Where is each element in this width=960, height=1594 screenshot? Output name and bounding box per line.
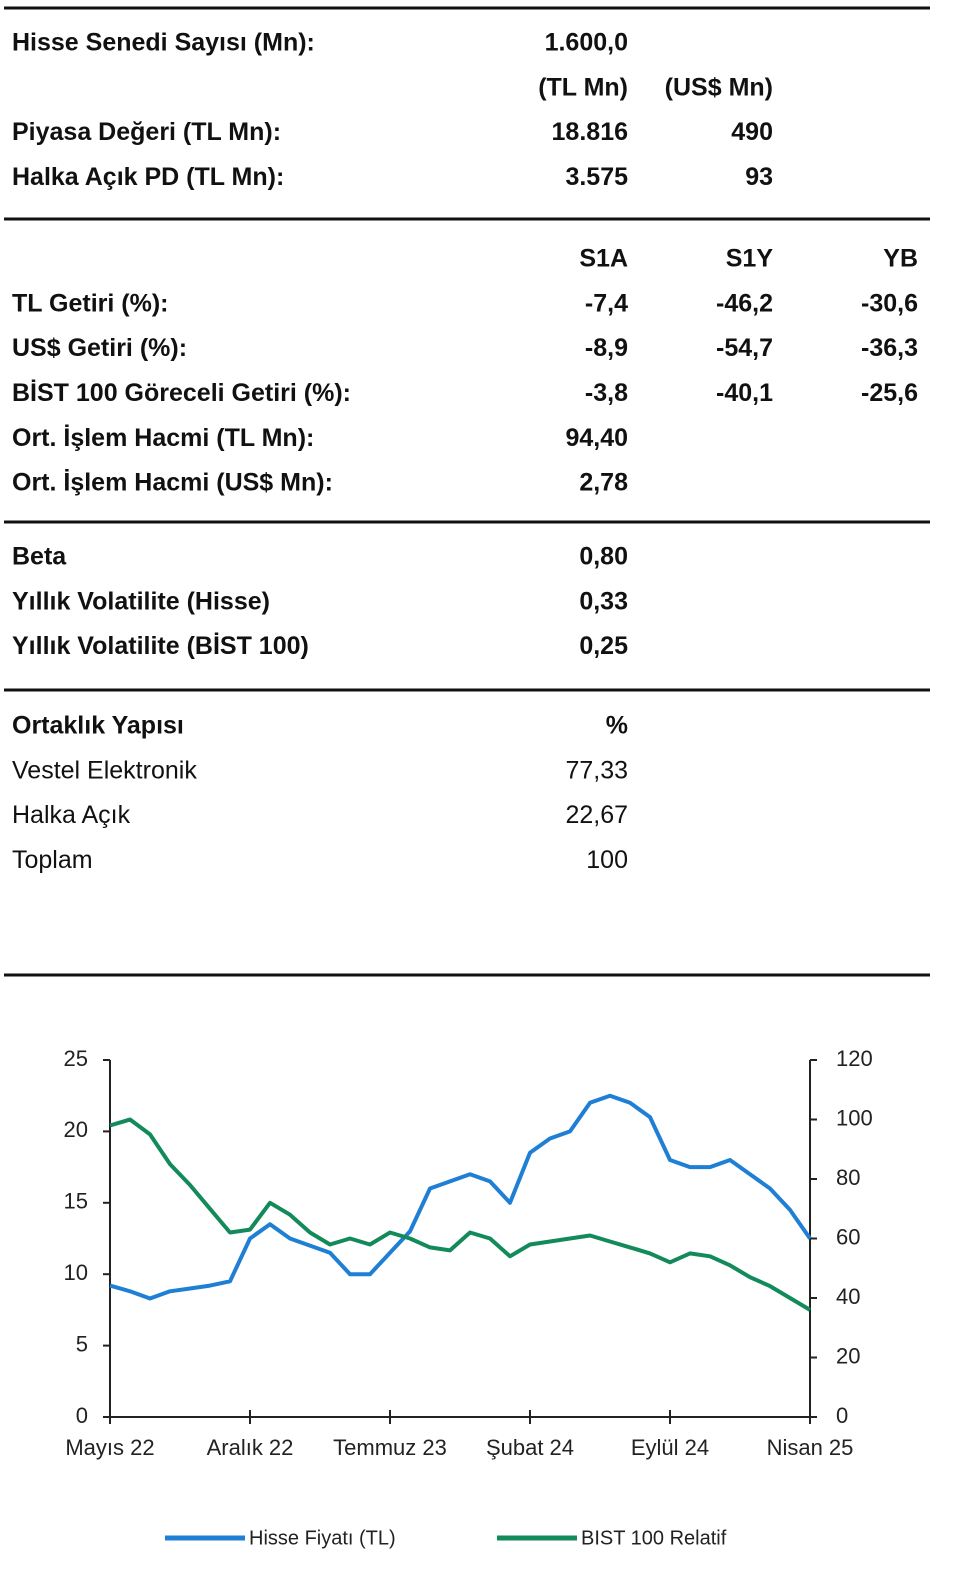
cell: 1.600,0 [545, 29, 628, 57]
cell: 100 [586, 846, 628, 874]
y-tick-label: 5 [76, 1331, 88, 1356]
series-line [109, 1117, 812, 1312]
cell: 94,40 [565, 424, 628, 452]
row-label: Vestel Elektronik [12, 756, 197, 784]
cell: 77,33 [565, 756, 628, 784]
cell: S1A [579, 245, 628, 273]
x-tick-label: Nisan 25 [767, 1435, 854, 1460]
cell: S1Y [726, 245, 774, 273]
x-tick-label: Mayıs 22 [65, 1435, 154, 1460]
row-label: Toplam [12, 846, 93, 874]
cell: % [606, 712, 628, 740]
y2-tick-label: 0 [836, 1403, 848, 1428]
x-tick-label: Eylül 24 [631, 1435, 709, 1460]
legend-label: BIST 100 Relatif [581, 1527, 727, 1549]
cell: -7,4 [585, 289, 628, 317]
cell: 0,25 [579, 632, 628, 660]
cell: -3,8 [585, 379, 628, 407]
row-label: Halka Açık PD (TL Mn): [12, 163, 284, 191]
cell: (US$ Mn) [665, 73, 773, 101]
row-label: Ortaklık Yapısı [12, 712, 184, 740]
x-tick-label: Aralık 22 [207, 1435, 294, 1460]
y2-tick-label: 40 [836, 1284, 860, 1309]
row-label: US$ Getiri (%): [12, 334, 187, 362]
row-label: BİST 100 Göreceli Getiri (%): [12, 379, 351, 407]
cell: 2,78 [579, 469, 628, 497]
cell: 93 [745, 163, 773, 191]
row-label: Halka Açık [12, 801, 131, 829]
row-label: Ort. İşlem Hacmi (TL Mn): [12, 424, 314, 452]
cell: -25,6 [861, 379, 918, 407]
row-label: Ort. İşlem Hacmi (US$ Mn): [12, 469, 333, 497]
y2-tick-label: 60 [836, 1224, 860, 1249]
legend-label: Hisse Fiyatı (TL) [249, 1527, 396, 1549]
cell: 18.816 [552, 118, 628, 146]
cell: -54,7 [716, 334, 773, 362]
series-line [109, 1093, 812, 1301]
row-label: Hisse Senedi Sayısı (Mn): [12, 29, 315, 57]
cell: 0,80 [579, 543, 628, 571]
y-tick-label: 0 [76, 1403, 88, 1428]
row-label: Yıllık Volatilite (BİST 100) [12, 632, 309, 660]
cell: -8,9 [585, 334, 628, 362]
row-label: TL Getiri (%): [12, 289, 168, 317]
cell: 0,33 [579, 587, 628, 615]
y-tick-label: 15 [64, 1189, 88, 1214]
cell: (TL Mn) [538, 73, 628, 101]
y-tick-label: 25 [64, 1046, 88, 1071]
cell: 490 [731, 118, 773, 146]
row-label: Yıllık Volatilite (Hisse) [12, 587, 270, 615]
y2-tick-label: 120 [836, 1046, 873, 1071]
y2-tick-label: 80 [836, 1165, 860, 1190]
cell: 3.575 [565, 163, 628, 191]
cell: YB [883, 245, 918, 273]
cell: -40,1 [716, 379, 773, 407]
cell: 22,67 [565, 801, 628, 829]
cell: -36,3 [861, 334, 918, 362]
y-tick-label: 20 [64, 1117, 88, 1142]
y2-tick-label: 100 [836, 1105, 873, 1130]
row-label: Piyasa Değeri (TL Mn): [12, 118, 281, 146]
row-label: Beta [12, 543, 67, 571]
cell: -30,6 [861, 289, 918, 317]
cell: -46,2 [716, 289, 773, 317]
y-tick-label: 10 [64, 1260, 88, 1285]
y2-tick-label: 20 [836, 1343, 860, 1368]
x-tick-label: Temmuz 23 [333, 1435, 447, 1460]
x-tick-label: Şubat 24 [486, 1435, 574, 1460]
